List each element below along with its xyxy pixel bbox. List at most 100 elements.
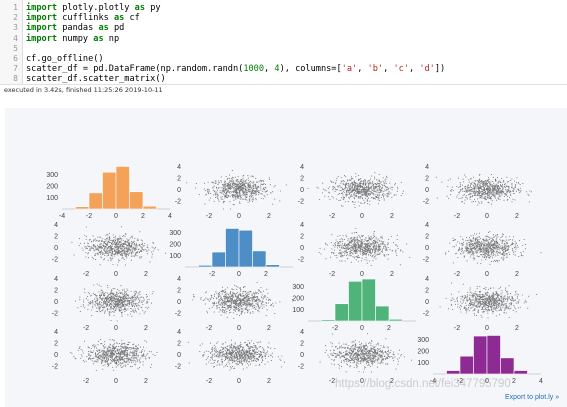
scatter-point xyxy=(378,189,380,191)
scatter-point xyxy=(471,242,473,244)
scatter-point xyxy=(247,185,249,187)
scatter-point xyxy=(135,246,137,248)
histogram-bar-b[interactable] xyxy=(265,264,280,268)
histogram-bar-a[interactable] xyxy=(75,206,90,210)
scatter-point xyxy=(115,240,117,242)
scatter-point xyxy=(368,239,370,241)
scatter-point xyxy=(340,182,342,185)
scatter-point xyxy=(502,234,504,236)
scatter-point xyxy=(147,301,149,303)
scatter-point xyxy=(100,241,103,243)
scatter-point xyxy=(349,240,351,242)
scatter-point xyxy=(349,183,351,185)
scatter-point xyxy=(215,305,217,307)
scatter-point xyxy=(252,186,254,188)
histogram-bar-a[interactable] xyxy=(115,166,130,210)
scatter-point xyxy=(483,193,485,195)
scatter-point xyxy=(468,245,471,248)
scatter-cell-c-vs-a[interactable] xyxy=(307,172,404,209)
scatter-point xyxy=(123,247,126,249)
scatter-point xyxy=(110,306,112,308)
scatter-point xyxy=(364,243,366,245)
scatter-point xyxy=(253,301,255,303)
scatter-point xyxy=(240,188,242,190)
scatter-point xyxy=(514,180,516,182)
scatter-point xyxy=(489,244,491,246)
scatter-cell-d-vs-a[interactable] xyxy=(435,173,533,206)
scatter-point xyxy=(110,253,112,255)
histogram-bar-a[interactable] xyxy=(129,191,144,210)
code-cell[interactable]: 1 2 3 4 5 6 7 8 import plotly.plotly as py import… xyxy=(0,0,567,85)
scatter-cell-c-vs-b[interactable] xyxy=(318,227,411,266)
scatter-point xyxy=(493,185,496,187)
scatter-xtick-label: 2 xyxy=(390,271,394,278)
scatter-point xyxy=(393,194,395,197)
scatter-point xyxy=(356,189,358,191)
scatter-point xyxy=(342,239,344,241)
scatter-point xyxy=(264,295,266,297)
scatter-point xyxy=(107,250,109,252)
scatter-point xyxy=(367,188,369,190)
histogram-bar-b[interactable] xyxy=(198,264,213,268)
scatter-point xyxy=(370,193,372,195)
scatter-point xyxy=(223,190,225,192)
scatter-ytick-label: 0 xyxy=(177,187,181,194)
scatter-point xyxy=(212,189,214,191)
histogram-bar-b[interactable] xyxy=(252,250,267,268)
scatter-cell-b-vs-a[interactable] xyxy=(186,170,287,210)
histogram-bar-b[interactable] xyxy=(238,229,253,268)
scatter-point xyxy=(375,196,378,198)
scatter-point xyxy=(107,252,109,254)
scatter-point xyxy=(105,291,107,294)
scatter-point xyxy=(99,296,101,298)
scatter-point xyxy=(352,182,354,184)
scatter-point xyxy=(469,252,471,254)
scatter-point xyxy=(260,193,262,195)
scatter-point xyxy=(125,248,128,250)
scatter-point xyxy=(370,188,372,190)
scatter-point xyxy=(344,242,346,245)
histogram-bar-a[interactable] xyxy=(142,205,157,210)
histogram-bar-a[interactable] xyxy=(88,192,103,210)
scatter-cell-a-vs-b[interactable] xyxy=(71,226,167,266)
scatter-point xyxy=(494,194,496,196)
scatter-point xyxy=(490,240,492,242)
scatter-point xyxy=(261,294,263,296)
scatter-point xyxy=(474,190,476,192)
plot-area[interactable]: 100 200 300 -4 -2 0 2 4 -2 0 2 4 -2 0 2 -2 0 2 4 -2 0 2 -2 0 2 4-… xyxy=(5,108,567,407)
scatter-point xyxy=(345,247,347,249)
histogram-bar-b[interactable] xyxy=(211,251,226,268)
scatter-point xyxy=(482,250,484,252)
scatter-point xyxy=(257,181,259,183)
scatter-point xyxy=(229,301,231,303)
scatter-point xyxy=(135,242,137,244)
scatter-point xyxy=(337,235,339,237)
scatter-cell-b-vs-c[interactable] xyxy=(192,281,294,319)
histogram-bar-b[interactable] xyxy=(225,228,240,268)
scatter-point xyxy=(117,239,119,241)
scatter-point xyxy=(200,297,202,299)
histogram-bar-a[interactable] xyxy=(102,171,117,210)
scatter-point xyxy=(333,185,335,188)
scatter-point xyxy=(141,242,144,244)
scatter-point xyxy=(98,291,100,293)
scatter-point xyxy=(223,192,225,194)
scatter-point xyxy=(484,194,486,196)
scatter-point xyxy=(503,249,505,251)
scatter-point xyxy=(112,288,114,290)
scatter-point xyxy=(478,256,480,258)
scatter-point xyxy=(235,196,237,198)
scatter-point xyxy=(365,250,367,252)
scatter-cell-d-vs-b[interactable] xyxy=(445,231,542,265)
scatter-point xyxy=(499,198,501,200)
scatter-point xyxy=(93,239,95,241)
scatter-point xyxy=(357,186,359,188)
scatter-point xyxy=(227,188,229,190)
scatter-point xyxy=(93,293,95,296)
scatter-point xyxy=(493,186,495,188)
scatter-cell-a-vs-c[interactable] xyxy=(74,283,154,322)
scatter-point xyxy=(466,243,468,245)
scatter-point xyxy=(494,260,497,262)
scatter-point xyxy=(268,299,270,302)
